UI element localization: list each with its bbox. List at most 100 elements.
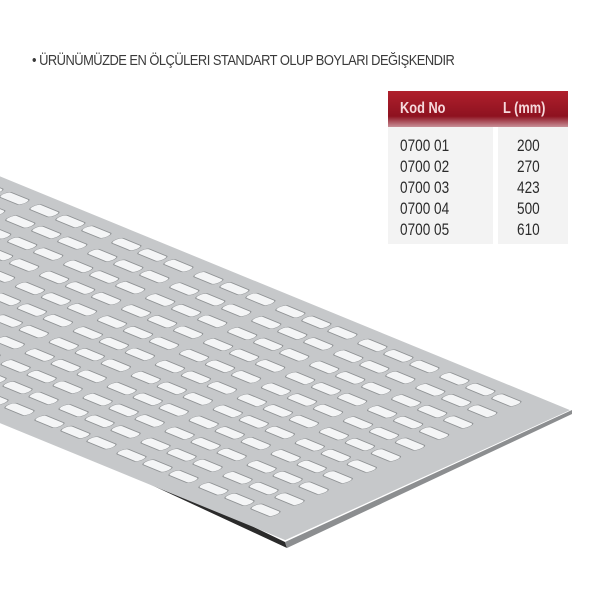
grille-slot bbox=[124, 347, 156, 361]
grille-slot bbox=[48, 337, 79, 351]
grille-slot bbox=[55, 214, 86, 228]
grille-slot bbox=[0, 269, 16, 283]
grille-slot bbox=[288, 415, 320, 428]
grille-slot bbox=[264, 426, 295, 439]
grille-slot bbox=[63, 259, 94, 273]
cell-code: 0700 01 bbox=[400, 135, 450, 155]
grille-slot bbox=[0, 392, 9, 406]
grille-slot bbox=[246, 460, 277, 474]
grille-slot bbox=[270, 449, 301, 463]
grille-slot bbox=[260, 382, 292, 396]
grille-slot bbox=[275, 305, 306, 319]
grille-slot bbox=[441, 394, 472, 407]
grille-slot bbox=[385, 371, 416, 384]
grille-slot bbox=[115, 281, 146, 295]
grille-slot bbox=[2, 381, 33, 395]
grille-slot bbox=[335, 371, 366, 385]
grille-slot bbox=[38, 270, 70, 284]
grille-slot bbox=[228, 348, 260, 362]
grille-slot bbox=[274, 492, 305, 506]
grille-slot bbox=[272, 471, 303, 484]
grille-slot bbox=[158, 403, 189, 417]
size-table: Kod No L (mm) 0700 01 200 0700 02 270 0700 0… bbox=[388, 91, 568, 244]
cell-length: 270 bbox=[517, 156, 540, 176]
grille-slot bbox=[113, 259, 144, 273]
grille-slot bbox=[122, 326, 154, 340]
grille-slot bbox=[262, 404, 294, 418]
grille-slot bbox=[64, 281, 96, 295]
grille-slot bbox=[409, 360, 440, 373]
grille-slot bbox=[120, 304, 152, 318]
grille-slot bbox=[137, 248, 168, 262]
grille-slot bbox=[182, 392, 213, 406]
grille-slot bbox=[467, 404, 498, 418]
table-row: 0700 04 500 bbox=[388, 198, 568, 219]
grille-slot bbox=[240, 437, 271, 450]
grille-slot bbox=[359, 360, 390, 374]
table-header: Kod No L (mm) bbox=[388, 91, 568, 127]
grille-slot bbox=[142, 459, 173, 473]
header-code: Kod No bbox=[400, 100, 446, 117]
grille-slot bbox=[254, 359, 286, 373]
grille-slot bbox=[383, 349, 414, 363]
grille-slot bbox=[178, 349, 210, 363]
grille-slot bbox=[60, 425, 91, 439]
grille-slot bbox=[26, 370, 57, 384]
grille-slot bbox=[277, 326, 308, 340]
headline: • ÜRÜNÜMÜZDE EN ÖLÇÜLERI STANDART OLUP B… bbox=[32, 52, 455, 69]
grille-slot bbox=[40, 292, 72, 306]
cell-length: 200 bbox=[517, 135, 540, 155]
grille-slot bbox=[318, 427, 350, 441]
table-row: 0700 01 200 bbox=[388, 135, 568, 156]
grille-slot bbox=[368, 427, 400, 440]
grille-slot bbox=[219, 282, 250, 296]
grille-slot bbox=[0, 359, 31, 373]
grille-slot bbox=[443, 415, 474, 429]
grille-slot bbox=[145, 293, 176, 307]
grille-slot bbox=[294, 438, 325, 452]
grille-slot bbox=[8, 258, 40, 272]
grille-slot bbox=[303, 337, 334, 351]
grille-slot bbox=[214, 426, 245, 440]
grille-slot bbox=[312, 404, 344, 417]
grille-slot bbox=[298, 481, 329, 495]
grille-slot bbox=[0, 247, 14, 261]
grille-slot bbox=[0, 336, 25, 350]
grille-slot bbox=[309, 360, 340, 374]
grille-slot bbox=[327, 326, 358, 340]
grille-slot bbox=[139, 270, 170, 284]
grille-slot bbox=[0, 292, 22, 306]
grille-slot bbox=[31, 225, 62, 239]
grille-slot bbox=[5, 215, 36, 229]
grille-slot bbox=[146, 315, 178, 329]
cell-length: 423 bbox=[517, 177, 540, 197]
grille-slot bbox=[370, 448, 402, 462]
grille-slot bbox=[320, 449, 351, 462]
cell-length: 610 bbox=[517, 219, 540, 239]
grille-slot bbox=[394, 437, 426, 451]
table-row: 0700 03 423 bbox=[388, 177, 568, 198]
table-row: 0700 05 610 bbox=[388, 219, 568, 240]
grille-slot bbox=[50, 359, 81, 373]
grille-slot bbox=[301, 315, 332, 329]
grille-slot bbox=[134, 414, 165, 428]
grille-slot bbox=[172, 325, 204, 339]
cell-code: 0700 02 bbox=[400, 156, 450, 176]
grille-slot bbox=[357, 338, 388, 352]
grille-slot bbox=[310, 382, 342, 396]
grille-slot bbox=[57, 236, 88, 250]
grille-slot bbox=[245, 292, 276, 306]
grille-slot bbox=[344, 438, 376, 451]
grille-slot bbox=[14, 281, 46, 295]
grille-slot bbox=[130, 371, 161, 385]
grille-slot bbox=[391, 394, 422, 408]
grille-slot bbox=[188, 415, 219, 429]
grille-slot bbox=[7, 236, 38, 250]
grille-slot bbox=[29, 204, 60, 218]
grille-slot bbox=[84, 414, 115, 428]
grille-slot bbox=[253, 337, 284, 351]
grille-slot bbox=[18, 325, 49, 339]
grille-slot bbox=[33, 247, 64, 261]
grille-slot bbox=[108, 403, 139, 417]
grille-slot bbox=[0, 202, 6, 216]
